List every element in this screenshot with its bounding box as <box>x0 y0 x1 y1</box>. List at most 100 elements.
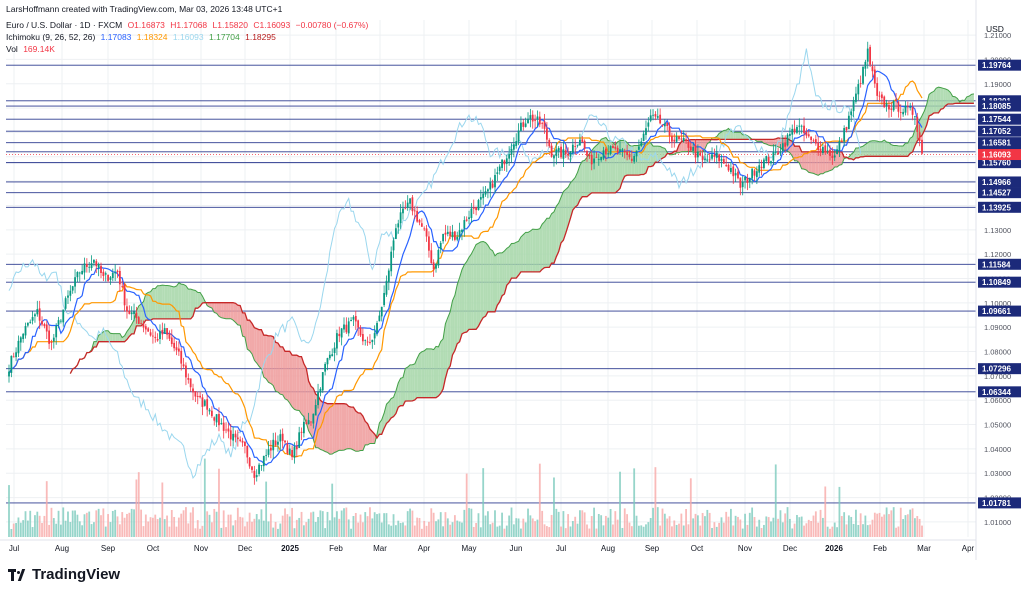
cloud-segment <box>480 241 484 322</box>
candle-body <box>366 341 369 343</box>
volume-bar <box>173 516 176 537</box>
volume-bar <box>69 522 72 537</box>
volume-bar <box>673 520 676 537</box>
volume-bar <box>562 511 565 537</box>
candle-body <box>194 391 197 397</box>
level-price-label: 1.09661 <box>982 307 1011 316</box>
candle-body <box>852 100 855 112</box>
volume-bar <box>177 517 180 537</box>
volume-bar <box>126 513 128 537</box>
volume-legend[interactable]: Vol 169.14K <box>6 44 58 55</box>
candle-body <box>430 250 433 264</box>
candle-body <box>909 106 912 108</box>
volume-bar <box>595 528 598 537</box>
volume-bar <box>847 515 850 537</box>
volume-bar <box>147 521 150 537</box>
candle-body <box>34 314 36 317</box>
candle-body <box>555 149 558 157</box>
candle-body <box>201 397 204 407</box>
volume-bar <box>892 507 895 537</box>
volume-bar <box>604 515 607 537</box>
volume-bar <box>541 510 544 537</box>
candle-body <box>616 147 619 153</box>
volume-bar <box>326 511 329 537</box>
candle-body <box>897 102 900 112</box>
volume-bar <box>852 523 855 537</box>
ichimoku-legend[interactable]: Ichimoku (9, 26, 52, 26) 1.17083 1.18324… <box>6 32 279 43</box>
cloud-segment <box>159 285 163 319</box>
cloud-segment <box>936 87 939 113</box>
cloud-segment <box>962 100 965 104</box>
volume-bar <box>269 513 272 537</box>
volume-bar <box>543 524 546 537</box>
candle-body <box>253 470 256 478</box>
candle-body <box>701 155 704 161</box>
cloud-segment <box>657 146 661 163</box>
candle-body <box>36 309 39 315</box>
volume-bar <box>338 518 341 537</box>
volume-bar <box>730 508 732 537</box>
symbol-legend[interactable]: Euro / U.S. Dollar · 1D · FXCM O1.16873 … <box>6 20 371 31</box>
price-tick-label: 1.12000 <box>984 250 1011 259</box>
candle-body <box>439 242 442 250</box>
volume-bar <box>760 527 763 537</box>
cloud-segment <box>110 333 113 342</box>
cloud-segment <box>740 132 743 140</box>
candle-body <box>843 128 846 142</box>
cloud-segment <box>922 110 925 136</box>
volume-bar <box>307 518 310 537</box>
volume-bar <box>876 513 879 537</box>
candle-body <box>281 433 284 441</box>
cloud-segment <box>551 211 554 264</box>
price-tick-label: 1.06000 <box>984 396 1011 405</box>
candle-body <box>404 208 407 210</box>
cloud-segment <box>893 145 897 157</box>
cloud-segment <box>539 224 543 272</box>
cloud-segment <box>827 151 830 172</box>
candle-body <box>536 116 539 120</box>
candle-body <box>147 328 150 332</box>
volume-bar <box>869 524 871 537</box>
candle-body <box>90 263 93 268</box>
time-axis[interactable]: Jul Aug Sep Oct Nov Dec 2025 Feb Mar Apr May Jun Jul… <box>0 539 976 553</box>
cloud-segment <box>289 351 293 407</box>
tradingview-logo[interactable]: TradingView <box>8 566 120 583</box>
volume-bar <box>737 516 739 537</box>
candle-body <box>583 140 586 149</box>
volume-bar <box>800 516 803 537</box>
cloud-segment <box>358 412 361 452</box>
candle-body <box>100 265 102 274</box>
candle-body <box>272 439 275 451</box>
volume-bar <box>829 528 831 537</box>
cloud-segment <box>433 346 437 398</box>
volume-bar <box>720 517 723 537</box>
volume-bar <box>645 524 647 537</box>
volume-bar <box>142 526 145 537</box>
cloud-segment <box>808 151 812 173</box>
price-tick-label: 1.04000 <box>984 445 1011 454</box>
cloud-segment <box>553 206 557 264</box>
volume-bar <box>458 521 461 537</box>
candle-body <box>470 208 473 218</box>
cloud-segment <box>275 342 278 393</box>
volume-bar <box>774 464 777 537</box>
candle-body <box>871 66 874 72</box>
candle-body <box>137 317 140 324</box>
level-price-tag <box>978 276 1021 288</box>
volume-bar <box>100 515 102 537</box>
candle-body <box>267 449 270 455</box>
cloud-segment <box>561 191 564 243</box>
volume-bar <box>843 512 846 537</box>
candle-body <box>357 320 360 328</box>
candle-body <box>847 115 850 130</box>
cloud-segment <box>818 151 821 176</box>
ohlc-close: C1.16093 <box>253 20 291 30</box>
cloud-segment <box>181 284 184 319</box>
candle-body <box>597 158 600 160</box>
candle-body <box>451 231 454 238</box>
candle-body <box>829 149 831 156</box>
price-axis[interactable]: USD1.210001.200001.190001.180001.170001.… <box>975 0 1021 560</box>
volume-bar <box>45 481 48 537</box>
cloud-segment <box>332 403 335 454</box>
